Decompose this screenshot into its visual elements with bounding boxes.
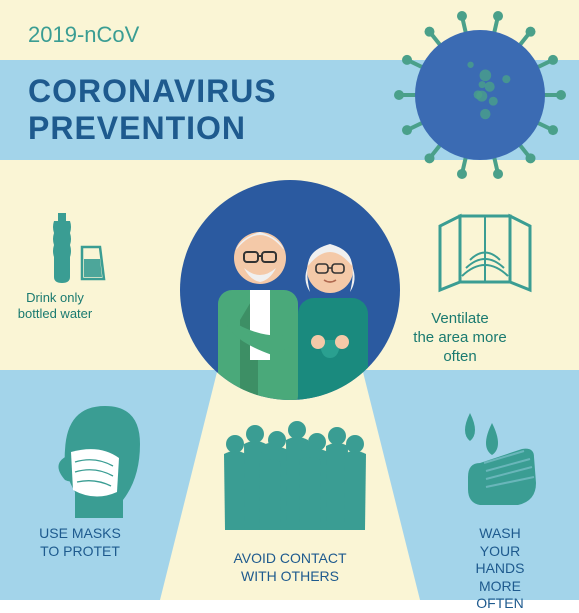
wash-icon (450, 405, 560, 515)
tip-mask: USE MASKS TO PROTET (39, 525, 121, 560)
tip-ventilate: Ventilate the area more often (401, 310, 520, 366)
virus-icon (390, 5, 570, 185)
tip-avoid: AVOID CONTACT WITH OTHERS (233, 550, 346, 585)
water-icon (40, 205, 130, 295)
tip-wash: WASH YOUR HANDS MORE OFTEN (461, 525, 540, 613)
mask-icon (45, 400, 155, 520)
window-icon (430, 210, 540, 300)
couple-illustration (180, 180, 400, 400)
subtitle: 2019-nCoV (28, 22, 139, 48)
crowd-icon (215, 420, 375, 530)
tip-water: Drink only bottled water (18, 290, 92, 323)
